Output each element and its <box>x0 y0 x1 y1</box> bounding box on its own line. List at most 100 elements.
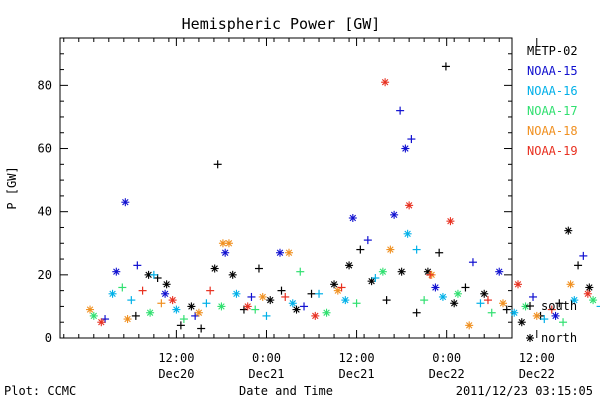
point-noaa-17-north <box>89 311 98 320</box>
point-noaa-18-north <box>86 305 95 314</box>
point-metp-02-north <box>187 302 196 311</box>
point-noaa-16-north <box>108 289 117 298</box>
point-noaa-16-south <box>540 315 549 324</box>
x-tick-date-label: Dec22 <box>429 367 465 381</box>
point-noaa-15-south <box>247 292 256 301</box>
point-noaa-18-north <box>224 239 233 248</box>
point-metp-02-north <box>480 289 489 298</box>
point-noaa-18-north <box>285 248 294 257</box>
point-metp-02-north <box>210 264 219 273</box>
legend-north-label: north <box>541 331 577 345</box>
point-metp-02-south <box>277 286 286 295</box>
point-metp-02-north <box>345 261 354 270</box>
point-noaa-15-south <box>407 135 416 144</box>
point-metp-02-north <box>450 299 459 308</box>
point-metp-02-south <box>197 324 206 333</box>
point-noaa-18-south <box>157 299 166 308</box>
point-metp-02-south <box>254 264 263 273</box>
point-noaa-19-south <box>426 270 435 279</box>
point-metp-02-south <box>213 160 222 169</box>
x-tick-date-label: Dec21 <box>339 367 375 381</box>
legend-noaa-16: NOAA-16 <box>527 84 578 98</box>
point-noaa-16-south <box>149 270 158 279</box>
point-noaa-15-north <box>112 267 121 276</box>
point-noaa-19-north <box>97 318 106 327</box>
point-metp-02-south <box>574 261 583 270</box>
point-metp-02-north <box>397 267 406 276</box>
point-metp-02-south <box>356 245 365 254</box>
point-noaa-19-north <box>243 302 252 311</box>
point-noaa-16-south <box>262 311 271 320</box>
point-noaa-17-north <box>378 267 387 276</box>
point-noaa-15-south <box>579 251 588 260</box>
point-noaa-18-north <box>532 311 541 320</box>
point-noaa-19-north <box>311 311 320 320</box>
point-noaa-17-south <box>420 296 429 305</box>
point-noaa-19-north <box>514 280 523 289</box>
point-noaa-15-north <box>221 248 230 257</box>
point-noaa-17-north <box>146 308 155 317</box>
y-tick-label: 60 <box>38 142 52 156</box>
legend-metp-02: METP-02 <box>527 44 578 58</box>
point-noaa-17-south <box>118 283 127 292</box>
point-noaa-15-north <box>401 144 410 153</box>
point-noaa-17-south <box>352 299 361 308</box>
point-noaa-16-north <box>232 289 241 298</box>
point-noaa-17-south <box>487 308 496 317</box>
point-metp-02-south <box>435 248 444 257</box>
y-tick-label: 40 <box>38 205 52 219</box>
point-noaa-18-north <box>498 299 507 308</box>
point-noaa-19-north <box>405 201 414 210</box>
legend-noaa-19: NOAA-19 <box>527 144 578 158</box>
point-noaa-17-north <box>589 296 598 305</box>
point-noaa-15-south <box>468 258 477 267</box>
y-tick-label: 80 <box>38 78 52 92</box>
point-metp-02-north <box>292 305 301 314</box>
point-noaa-19-north <box>583 289 592 298</box>
point-noaa-16-south <box>412 245 421 254</box>
point-noaa-18-north <box>465 321 474 330</box>
point-noaa-16-south <box>315 289 324 298</box>
point-noaa-15-north <box>431 283 440 292</box>
point-noaa-18-north <box>258 292 267 301</box>
plot-credit: Plot: CCMC <box>4 384 76 398</box>
point-metp-02-north <box>266 296 275 305</box>
point-noaa-16-south <box>476 299 485 308</box>
point-noaa-16-north <box>510 308 519 317</box>
y-tick-label: 0 <box>45 331 52 345</box>
point-noaa-17-south <box>179 315 188 324</box>
point-noaa-15-south <box>133 261 142 270</box>
legend-noaa-18: NOAA-18 <box>527 124 578 138</box>
point-metp-02-north <box>228 270 237 279</box>
point-noaa-17-south <box>296 267 305 276</box>
point-noaa-17-north <box>322 308 331 317</box>
point-noaa-19-south <box>547 305 556 314</box>
plot-frame <box>59 37 513 339</box>
point-metp-02-north <box>517 318 526 327</box>
point-noaa-17-north <box>217 302 226 311</box>
chart-title: Hemispheric Power [GW] <box>182 15 381 33</box>
data-points <box>86 62 600 333</box>
point-noaa-16-south <box>202 299 211 308</box>
point-noaa-16-south <box>371 274 380 282</box>
point-noaa-16-north <box>288 299 297 308</box>
y-axis-label: P [GW] <box>5 166 19 209</box>
point-noaa-15-north <box>121 198 130 207</box>
point-noaa-15-north <box>390 210 399 219</box>
point-noaa-18-north <box>194 308 203 317</box>
point-noaa-15-south <box>396 106 405 115</box>
point-metp-02-north <box>330 280 339 289</box>
point-noaa-16-south <box>596 302 600 311</box>
legend: METP-02 NOAA-15 NOAA-16 NOAA-17 NOAA-18 NOAA-… <box>526 44 578 345</box>
point-noaa-19-north <box>446 217 455 226</box>
point-metp-02-south <box>461 283 470 292</box>
point-noaa-19-south <box>138 286 147 295</box>
x-tick-time-label: 0:00 <box>432 351 461 365</box>
point-noaa-15-north <box>275 248 284 257</box>
y-tick-label: 20 <box>38 268 52 282</box>
point-noaa-17-north <box>453 289 462 298</box>
point-noaa-18-north <box>123 315 132 324</box>
point-noaa-19-south <box>206 286 215 295</box>
point-noaa-15-north <box>495 267 504 276</box>
